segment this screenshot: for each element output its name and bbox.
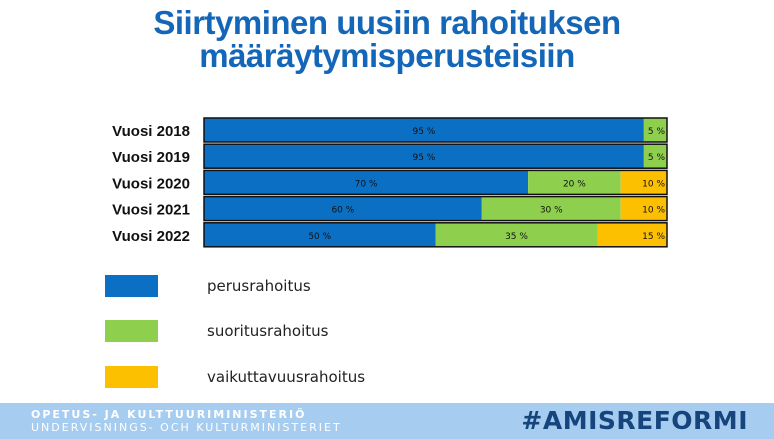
bar-segment bbox=[435, 222, 598, 247]
category-label: Vuosi 2018 bbox=[112, 123, 190, 140]
legend-label-suoritusrahoitus: suoritusrahoitus bbox=[207, 322, 329, 340]
legend-swatch-perusrahoitus bbox=[105, 275, 158, 297]
bar-segment bbox=[620, 196, 667, 221]
hashtag-label: #AMISREFORMI bbox=[521, 406, 748, 435]
data-label: 15 % bbox=[642, 232, 665, 242]
data-label: 5 % bbox=[648, 127, 666, 137]
category-label: Vuosi 2022 bbox=[112, 228, 190, 245]
category-label: Vuosi 2021 bbox=[112, 202, 190, 219]
bar-segment bbox=[204, 170, 529, 195]
bar-outline bbox=[203, 222, 668, 248]
bar-segment bbox=[528, 170, 621, 195]
bar-segment bbox=[481, 196, 621, 221]
page-title: Siirtyminen uusiin rahoituksen määräytym… bbox=[0, 6, 774, 72]
legend-label-vaikuttavuusrahoitus: vaikuttavuusrahoitus bbox=[207, 368, 366, 386]
legend-label-perusrahoitus: perusrahoitus bbox=[207, 277, 311, 295]
bar-segment bbox=[643, 144, 667, 169]
category-label: Vuosi 2020 bbox=[112, 175, 190, 192]
legend-swatch-suoritusrahoitus bbox=[105, 320, 158, 342]
bar-segment bbox=[204, 118, 644, 142]
bar-segment bbox=[620, 170, 667, 195]
footer-ministry-sv: UNDERVISNINGS- OCH KULTURMINISTERIET bbox=[31, 421, 342, 434]
data-label: 10 % bbox=[642, 206, 665, 216]
data-label: 35 % bbox=[505, 232, 528, 242]
bar-outline bbox=[203, 117, 668, 143]
footer-ministry-fi: OPETUS- JA KULTTUURIMINISTERIÖ bbox=[31, 408, 307, 421]
bar-outline bbox=[203, 195, 668, 222]
bar-segment bbox=[204, 196, 482, 221]
bar-outline bbox=[203, 169, 668, 196]
data-label: 60 % bbox=[331, 206, 354, 216]
title-line-2: määräytymisperusteisiin bbox=[199, 37, 575, 74]
data-label: 50 % bbox=[308, 232, 331, 242]
stacked-bar-chart: Vuosi 2018 95 % 5 % Vuosi 2019 95 % 5 % Vuosi … bbox=[112, 117, 668, 248]
bar-segment bbox=[643, 118, 667, 142]
bar-segment bbox=[204, 222, 436, 247]
bar-segment bbox=[597, 222, 667, 247]
data-label: 70 % bbox=[355, 179, 378, 189]
data-label: 5 % bbox=[648, 153, 666, 163]
data-label: 95 % bbox=[412, 127, 435, 137]
footer-bar: OPETUS- JA KULTTUURIMINISTERIÖ UNDERVISN… bbox=[0, 403, 774, 439]
legend-swatch-vaikuttavuusrahoitus bbox=[105, 366, 158, 388]
bar-outline bbox=[203, 143, 668, 169]
title-line-1: Siirtyminen uusiin rahoituksen bbox=[153, 4, 621, 41]
bar-segment bbox=[204, 144, 644, 169]
data-label: 95 % bbox=[412, 153, 435, 163]
data-label: 10 % bbox=[642, 179, 665, 189]
category-label: Vuosi 2019 bbox=[112, 149, 190, 166]
data-label: 20 % bbox=[563, 179, 586, 189]
data-label: 30 % bbox=[540, 206, 563, 216]
